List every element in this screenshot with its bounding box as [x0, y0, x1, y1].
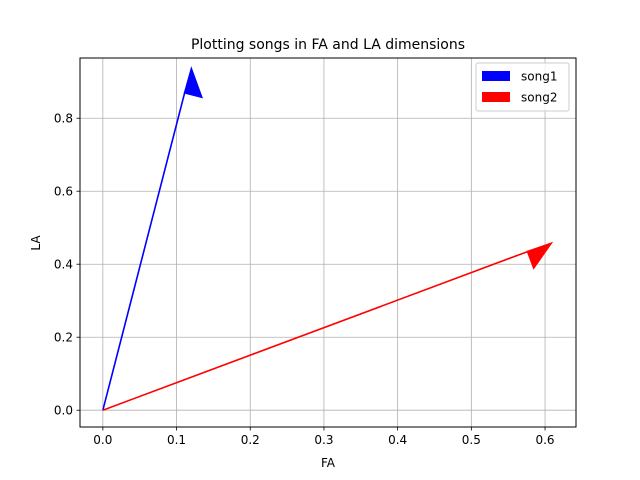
arrow-song2: [102, 241, 554, 411]
y-tick-label: 0.8: [54, 112, 73, 126]
arrow-shaft-song1: [102, 91, 186, 411]
legend-label-song2: song2: [521, 91, 557, 105]
x-tick-label: 0.4: [388, 433, 407, 447]
arrow-song1: [102, 66, 203, 411]
x-tick-label: 0.6: [535, 433, 554, 447]
legend-swatch-song2: [482, 92, 510, 102]
tick-layer: 0.0 0.1 0.2 0.3 0.4 0.5 0.6 0.0 0.2 0.4 0.6 0.8: [54, 112, 555, 447]
x-tick-label: 0.2: [241, 433, 260, 447]
chart-title: Plotting songs in FA and LA dimensions: [191, 37, 465, 53]
arrow-head-song2: [526, 241, 554, 270]
y-axis-label: LA: [29, 235, 43, 251]
y-tick-label: 0.2: [54, 331, 73, 345]
arrow-layer: [102, 66, 554, 411]
x-tick-label: 0.5: [462, 433, 481, 447]
legend-label-song1: song1: [521, 70, 557, 84]
arrow-shaft-song2: [102, 250, 530, 411]
y-tick-label: 0.4: [54, 258, 73, 272]
legend-swatch-song1: [482, 71, 510, 81]
y-tick-label: 0.6: [54, 185, 73, 199]
x-tick-label: 0.0: [93, 433, 112, 447]
x-tick-label: 0.3: [314, 433, 333, 447]
arrow-head-song1: [183, 66, 203, 99]
x-axis-label: FA: [321, 456, 336, 470]
plot-frame: [79, 57, 577, 428]
y-tick-label: 0.0: [54, 404, 73, 418]
x-tick-label: 0.1: [167, 433, 186, 447]
legend: song1 song2: [475, 62, 570, 112]
